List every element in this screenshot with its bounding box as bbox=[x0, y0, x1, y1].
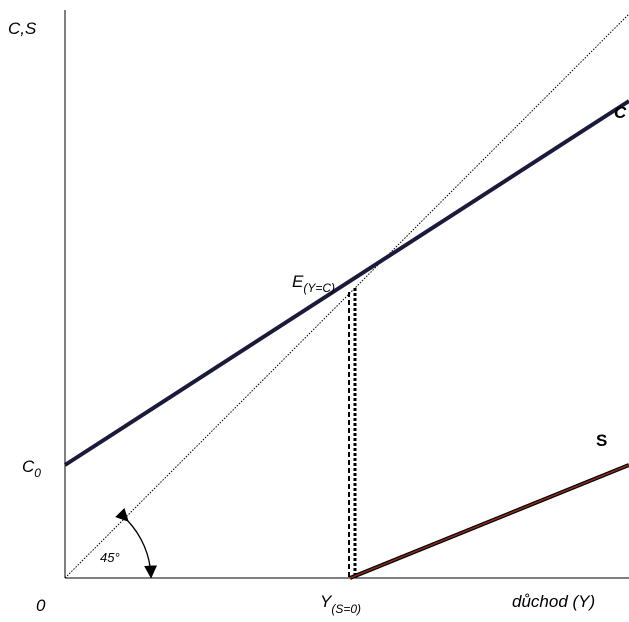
x-axis-label: důchod (Y) bbox=[512, 592, 595, 611]
angle-label: 45° bbox=[100, 550, 120, 565]
income-label: Y(S=0) bbox=[320, 592, 361, 616]
c0-label: C0 bbox=[22, 457, 41, 480]
c0-sub: 0 bbox=[34, 466, 41, 480]
origin-label: 0 bbox=[36, 596, 46, 615]
income-main: Y bbox=[320, 592, 333, 611]
y-axis-label: C,S bbox=[8, 19, 37, 38]
c0-main: C bbox=[22, 457, 35, 476]
equilibrium-main: E bbox=[292, 272, 304, 291]
equilibrium-sub: (Y=C) bbox=[303, 281, 335, 295]
consumption-label: C bbox=[614, 103, 627, 122]
angle-arc bbox=[115, 508, 158, 579]
income-sub: (S=0) bbox=[331, 602, 361, 616]
saving-line bbox=[349, 464, 629, 579]
saving-label: S bbox=[596, 431, 607, 450]
line-45 bbox=[64, 13, 629, 579]
consumption-line bbox=[63, 99, 629, 467]
equilibrium-label: E(Y=C) bbox=[292, 272, 335, 295]
